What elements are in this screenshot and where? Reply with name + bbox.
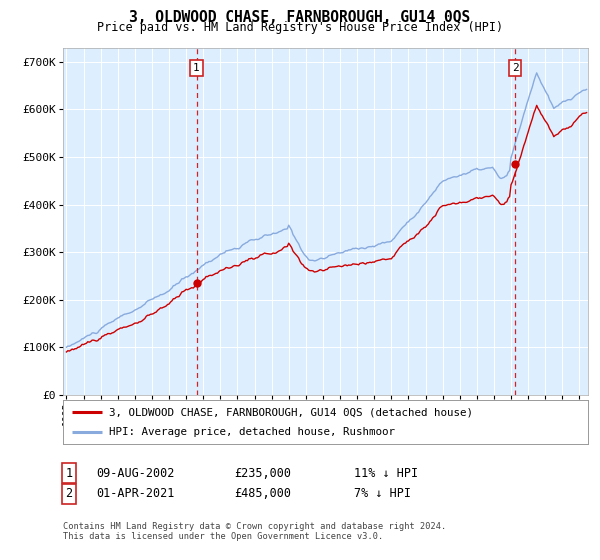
Text: £485,000: £485,000 — [234, 487, 291, 501]
Text: 3, OLDWOOD CHASE, FARNBOROUGH, GU14 0QS: 3, OLDWOOD CHASE, FARNBOROUGH, GU14 0QS — [130, 10, 470, 25]
Text: Price paid vs. HM Land Registry's House Price Index (HPI): Price paid vs. HM Land Registry's House … — [97, 21, 503, 34]
Text: This data is licensed under the Open Government Licence v3.0.: This data is licensed under the Open Gov… — [63, 532, 383, 541]
Text: 3, OLDWOOD CHASE, FARNBOROUGH, GU14 0QS (detached house): 3, OLDWOOD CHASE, FARNBOROUGH, GU14 0QS … — [109, 407, 473, 417]
Text: 1: 1 — [193, 63, 200, 73]
Text: 1: 1 — [65, 466, 73, 480]
Text: 2: 2 — [512, 63, 518, 73]
Text: HPI: Average price, detached house, Rushmoor: HPI: Average price, detached house, Rush… — [109, 427, 395, 437]
Text: £235,000: £235,000 — [234, 466, 291, 480]
Text: 01-APR-2021: 01-APR-2021 — [96, 487, 175, 501]
Text: 09-AUG-2002: 09-AUG-2002 — [96, 466, 175, 480]
Text: 11% ↓ HPI: 11% ↓ HPI — [354, 466, 418, 480]
Text: 2: 2 — [65, 487, 73, 501]
Text: 7% ↓ HPI: 7% ↓ HPI — [354, 487, 411, 501]
Text: Contains HM Land Registry data © Crown copyright and database right 2024.: Contains HM Land Registry data © Crown c… — [63, 522, 446, 531]
